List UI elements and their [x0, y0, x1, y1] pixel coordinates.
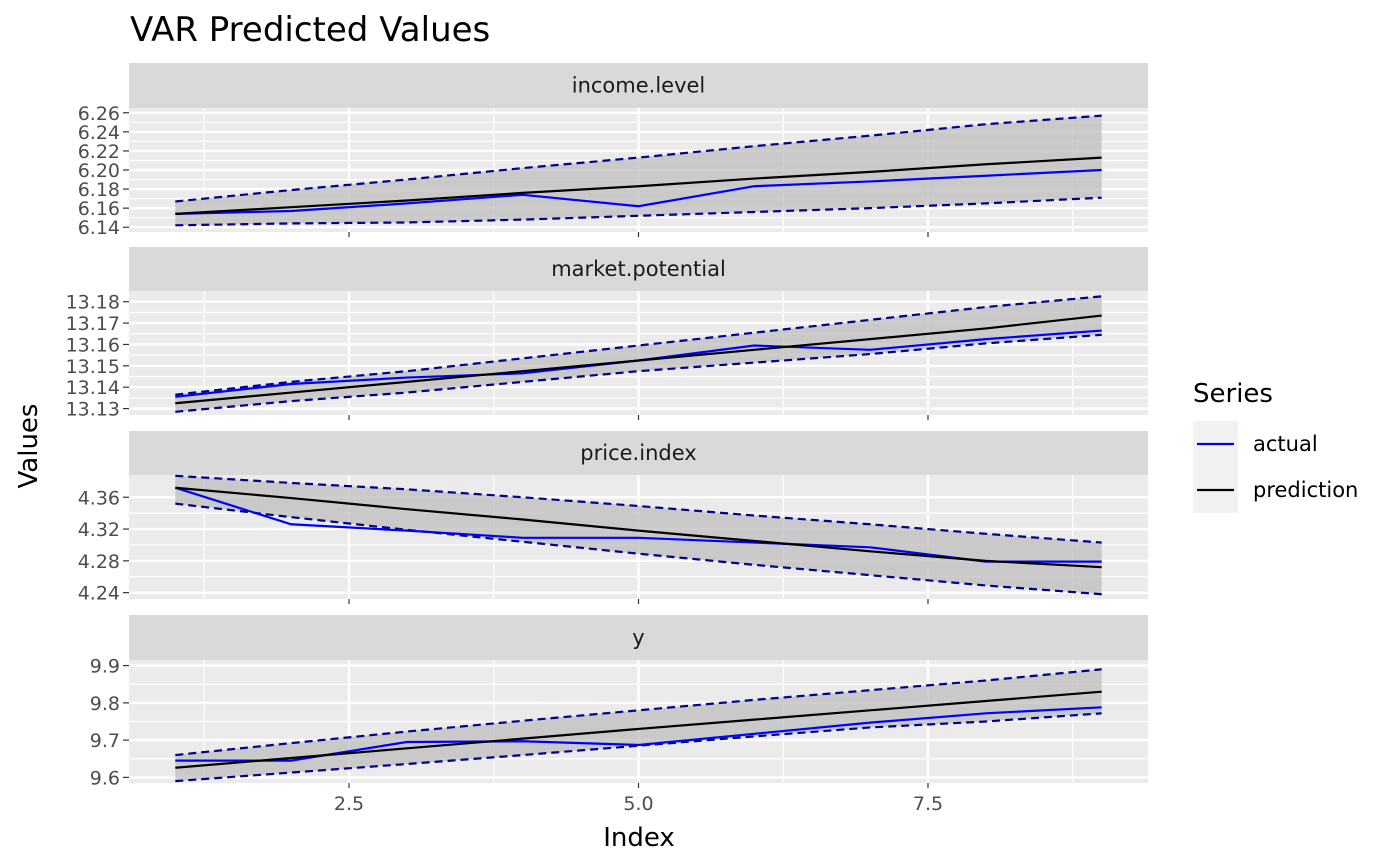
panel-price-index: price.index 4.24 4.28 4.32 4.36 — [78, 431, 1148, 605]
confidence-band — [175, 669, 1102, 782]
y-tick-label: 6.16 — [78, 198, 120, 220]
y-tick-label: 6.20 — [78, 160, 120, 182]
x-tick-label: 2.5 — [334, 793, 364, 815]
y-tick-label: 13.17 — [66, 313, 120, 335]
strip-label: income.level — [572, 74, 706, 98]
y-tick-label: 6.22 — [78, 141, 120, 163]
x-axis: 2.5 5.0 7.5 — [334, 793, 943, 815]
y-tick-label: 13.14 — [66, 377, 120, 399]
legend-title: Series — [1193, 379, 1273, 409]
prediction-line — [175, 486, 1102, 569]
y-tick-label: 9.6 — [90, 767, 120, 789]
chart-title: VAR Predicted Values — [130, 10, 490, 50]
y-tick-label: 13.18 — [66, 292, 120, 314]
y-tick-label: 6.26 — [78, 103, 120, 125]
y-tick-label: 13.13 — [66, 399, 120, 421]
lower-bound-line — [175, 333, 1102, 413]
y-tick-label: 9.9 — [90, 656, 120, 678]
strip-background — [129, 63, 1148, 108]
y-tick-label: 13.16 — [66, 334, 120, 356]
panel-y: y 9.6 9.7 9.8 9.9 — [90, 615, 1148, 789]
y-tick-label: 9.8 — [90, 693, 120, 715]
legend: Series actual prediction — [1193, 379, 1358, 513]
y-tick-label: 13.15 — [66, 356, 120, 378]
x-axis-title: Index — [603, 823, 675, 853]
x-tick-label: 7.5 — [913, 793, 943, 815]
legend-keys: actual prediction — [1193, 421, 1358, 513]
x-tick-label: 5.0 — [623, 793, 653, 815]
prediction-line — [175, 156, 1102, 215]
strip-label: price.index — [580, 441, 696, 465]
prediction-line — [175, 690, 1102, 769]
panel-income-level: income.level 6.146.166.186.206.226.246.26 — [78, 63, 1148, 239]
strip-background — [129, 431, 1148, 475]
panel-market-potential: market.potential13.1313.1413.1513.1613.1… — [66, 247, 1148, 421]
y-tick-label: 4.28 — [78, 551, 120, 573]
y-tick-label: 4.32 — [78, 519, 120, 541]
legend-key-background — [1193, 421, 1238, 513]
lower-bound-line — [175, 712, 1102, 783]
actual-line — [175, 168, 1102, 215]
strip-background — [129, 615, 1148, 660]
y-tick-label: 4.36 — [78, 487, 120, 509]
legend-label-actual: actual — [1253, 432, 1318, 456]
strip-label: market.potential — [551, 257, 726, 281]
y-tick-label: 4.24 — [78, 583, 120, 605]
y-tick-label: 6.14 — [78, 217, 120, 239]
confidence-band — [175, 475, 1102, 595]
y-tick-label: 6.18 — [78, 179, 120, 201]
strip-label: y — [632, 626, 644, 650]
y-tick-label: 9.7 — [90, 730, 120, 752]
confidence-band — [175, 115, 1102, 226]
upper-bound-line — [175, 474, 1102, 544]
lower-bound-line — [175, 196, 1102, 227]
y-axis-title: Values — [14, 404, 44, 489]
strip-background — [129, 247, 1148, 291]
legend-label-prediction: prediction — [1253, 478, 1358, 502]
y-tick-label: 6.24 — [78, 122, 120, 144]
prediction-line — [175, 314, 1102, 405]
facet-panels: income.level 6.146.166.186.206.226.246.26… — [66, 63, 1148, 789]
